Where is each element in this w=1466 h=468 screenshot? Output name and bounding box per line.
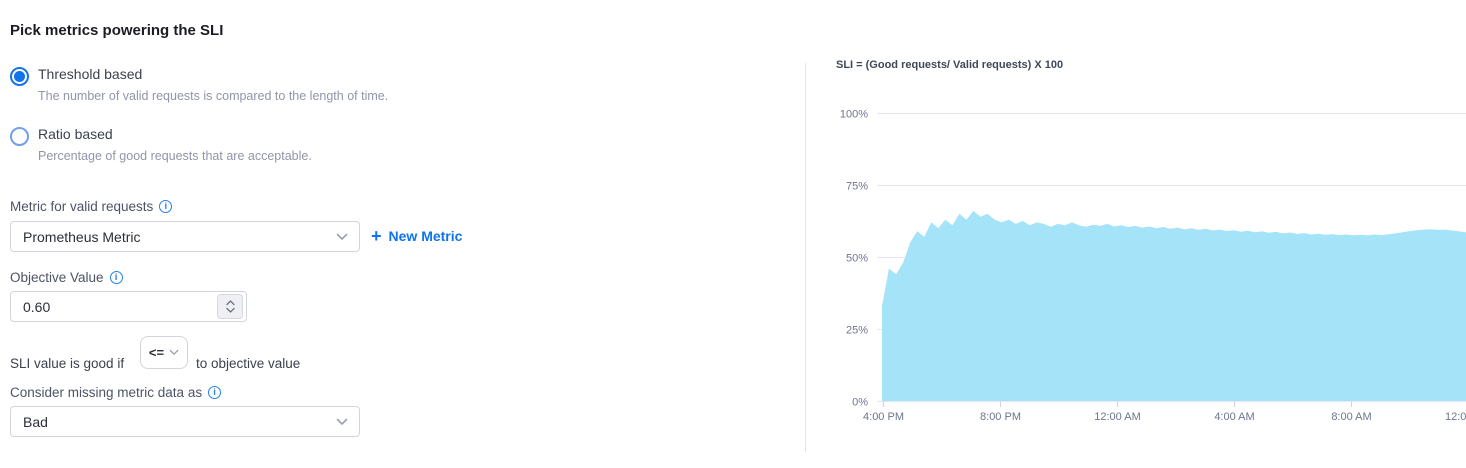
chart-title: SLI = (Good requests/ Valid requests) X … xyxy=(836,59,1064,71)
objective-value-field[interactable] xyxy=(10,291,247,322)
svg-text:12:00 AM: 12:00 AM xyxy=(1094,411,1140,423)
radio-option-threshold[interactable]: Threshold based The number of valid requ… xyxy=(10,66,388,103)
chevron-down-icon xyxy=(336,233,348,240)
ratio-radio-description: Percentage of good requests that are acc… xyxy=(38,149,312,163)
page-title: Pick metrics powering the SLI xyxy=(10,22,224,39)
threshold-radio-description: The number of valid requests is compared… xyxy=(38,89,389,103)
sli-preview-panel: SLI = (Good requests/ Valid requests) X … xyxy=(806,0,1466,468)
comparator-value: <= xyxy=(148,345,165,360)
number-stepper[interactable] xyxy=(217,294,243,319)
metric-select-value: Prometheus Metric xyxy=(23,228,141,245)
info-icon[interactable]: i xyxy=(159,200,173,213)
comparator-select[interactable]: <= xyxy=(140,336,188,369)
objective-value-label: Objective Value i xyxy=(10,270,123,285)
missing-data-select[interactable]: Bad xyxy=(10,406,360,437)
svg-text:75%: 75% xyxy=(846,181,868,193)
missing-label-text: Consider missing metric data as xyxy=(10,385,203,400)
metric-for-valid-requests-label: Metric for valid requests i xyxy=(10,199,173,214)
comparator-prefix-text: SLI value is good if xyxy=(10,356,125,371)
svg-text:50%: 50% xyxy=(846,253,868,265)
sli-preview-chart: 100% 75% 50% 25% 0% 4:00 PM 8:00 PM 12:00 AM 4:0… xyxy=(840,109,1466,423)
panel-divider xyxy=(805,63,806,452)
missing-metric-data-label: Consider missing metric data as i xyxy=(10,385,222,400)
svg-text:8:00 AM: 8:00 AM xyxy=(1331,411,1371,423)
chevron-down-icon xyxy=(336,418,348,425)
chevron-down-icon xyxy=(225,307,235,313)
svg-text:100%: 100% xyxy=(840,109,868,121)
svg-text:4:00 PM: 4:00 PM xyxy=(863,411,904,423)
svg-text:0%: 0% xyxy=(852,397,868,409)
svg-text:8:00 PM: 8:00 PM xyxy=(980,411,1021,423)
new-metric-label: New Metric xyxy=(388,228,463,244)
threshold-radio[interactable] xyxy=(10,67,29,86)
new-metric-button[interactable]: + New Metric xyxy=(371,226,463,246)
radio-option-ratio[interactable]: Ratio based Percentage of good requests … xyxy=(10,126,312,163)
plus-icon: + xyxy=(371,226,382,246)
chevron-up-icon xyxy=(225,300,235,306)
svg-text:25%: 25% xyxy=(846,325,868,337)
metric-label-text: Metric for valid requests xyxy=(10,199,154,214)
svg-text:12:00 PM: 12:00 PM xyxy=(1445,411,1466,423)
info-icon[interactable]: i xyxy=(109,271,123,284)
svg-text:4:00 AM: 4:00 AM xyxy=(1214,411,1254,423)
ratio-radio[interactable] xyxy=(10,127,29,146)
info-icon[interactable]: i xyxy=(208,386,222,399)
ratio-radio-label: Ratio based xyxy=(38,126,113,142)
objective-value-input[interactable] xyxy=(11,298,217,315)
comparator-suffix-text: to objective value xyxy=(196,356,301,371)
chevron-down-icon xyxy=(169,349,179,355)
missing-data-select-value: Bad xyxy=(23,413,48,430)
threshold-radio-label: Threshold based xyxy=(38,66,143,82)
metric-select[interactable]: Prometheus Metric xyxy=(10,221,360,252)
objective-label-text: Objective Value xyxy=(10,270,104,285)
